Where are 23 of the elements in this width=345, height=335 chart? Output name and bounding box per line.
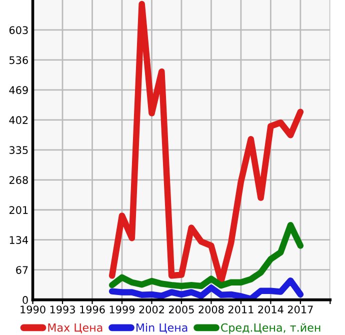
- x-tick-label: 2008: [198, 306, 224, 314]
- x-tick-label: 1993: [50, 306, 75, 314]
- y-tick-label: 335: [10, 146, 28, 154]
- x-tick-label: 2017: [288, 306, 313, 314]
- y-tick-label: 402: [9, 116, 28, 124]
- x-tick-label: 1999: [110, 306, 135, 314]
- y-tick-label: 0: [22, 296, 28, 304]
- y-tick-label: 469: [9, 86, 28, 94]
- x-tick-label: 2011: [228, 306, 254, 314]
- y-tick-label: 201: [9, 206, 28, 214]
- legend-label: Min Цена: [136, 323, 188, 334]
- x-tick-label: 2014: [258, 306, 284, 314]
- y-tick-label: 603: [9, 26, 28, 34]
- y-tick-label: 268: [9, 176, 28, 184]
- y-tick-label: 536: [10, 56, 28, 64]
- x-tick-label: 1996: [80, 306, 105, 314]
- y-tick-label: 67: [16, 266, 28, 274]
- x-tick-label: 2002: [139, 306, 164, 314]
- y-tick-label: 134: [10, 236, 28, 244]
- legend-label: Max Цена: [48, 323, 102, 334]
- x-tick-label: 2005: [168, 306, 194, 314]
- x-tick-label: 1990: [20, 306, 46, 314]
- legend-label: Сред.Цена, т.йен: [221, 323, 320, 334]
